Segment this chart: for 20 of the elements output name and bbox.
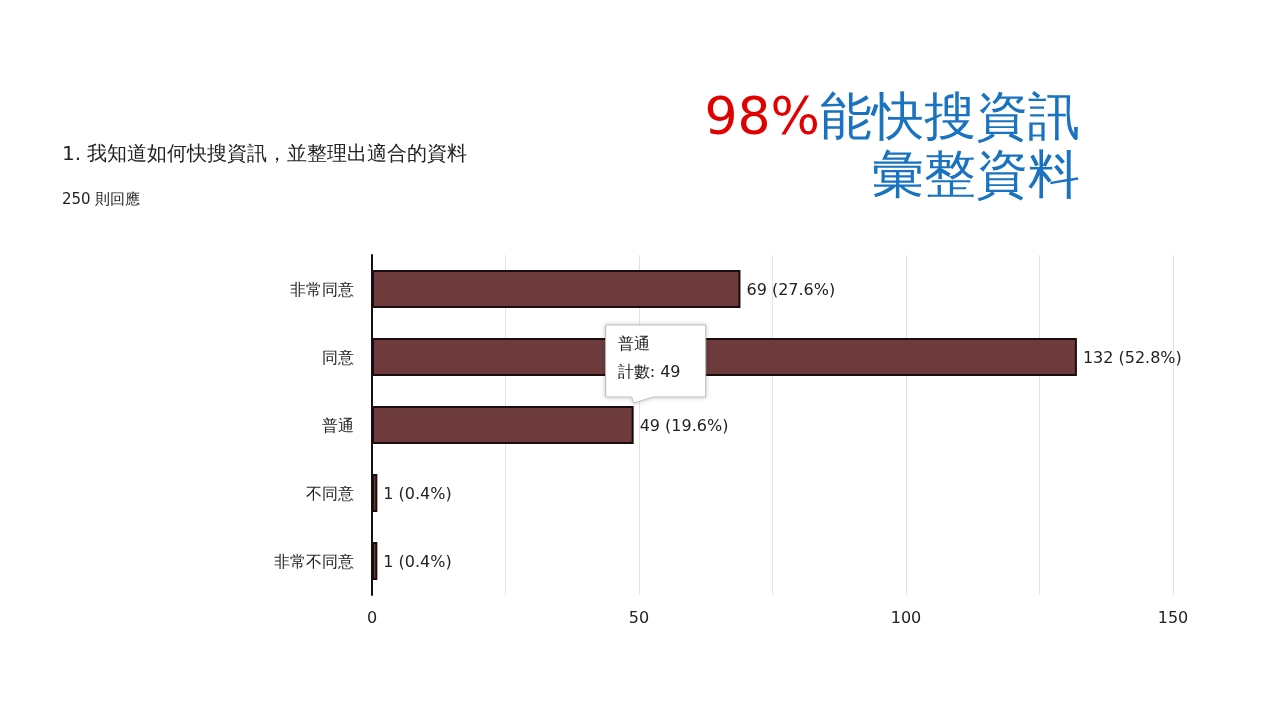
text: 250 則回應: [62, 189, 141, 208]
annotation: 普通: [617, 333, 650, 353]
annotation: 計數: 49: [617, 361, 681, 381]
y-tick-label: 普通: [322, 415, 354, 435]
y-tick-label: 非常同意: [290, 279, 354, 299]
data-label: 49 (19.6%): [639, 415, 729, 435]
data-label: 1 (0.4%): [383, 483, 452, 503]
y-tick-label: 同意: [322, 347, 354, 367]
chart-title: 1. 我知道如何快搜資訊，並整理出適合的資料: [62, 141, 468, 165]
y-tick-label: 非常不同意: [274, 551, 354, 571]
data-label: 132 (52.8%): [1082, 347, 1182, 367]
x-tick-label: 100: [890, 607, 922, 627]
x-tick-label: 50: [628, 607, 650, 627]
data-label: 69 (27.6%): [746, 279, 836, 299]
y-tick-label: 不同意: [306, 483, 354, 503]
data-label: 1 (0.4%): [383, 551, 452, 571]
x-tick-label: 150: [1157, 607, 1189, 627]
text: 彙整資料: [872, 144, 1080, 204]
text: 98%能快搜資訊: [704, 86, 1080, 146]
x-tick-label: 0: [366, 607, 378, 627]
